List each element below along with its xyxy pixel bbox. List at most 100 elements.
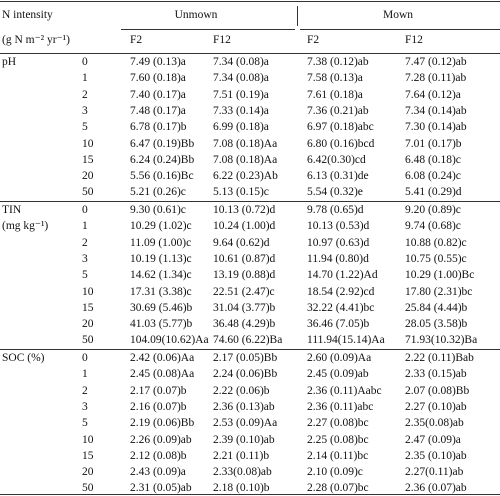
cell: 10.29 (1.02)c bbox=[130, 220, 192, 233]
cell: 7.28 (0.11)ab bbox=[405, 72, 467, 85]
column-header: F2 bbox=[307, 34, 320, 46]
cell: 6.80 (0.16)bcd bbox=[307, 137, 375, 150]
n-level: 20 bbox=[82, 466, 94, 479]
cell: 7.34 (0.14)ab bbox=[405, 104, 467, 117]
cell: 71.93(10.32)Ba bbox=[405, 334, 478, 347]
cell: 2.27 (0.10)ab bbox=[405, 400, 467, 413]
section-label: (mg kg⁻¹) bbox=[2, 220, 49, 233]
cell: 17.31 (3.38)c bbox=[130, 285, 192, 298]
cell: 6.47 (0.19)Bb bbox=[130, 137, 195, 150]
cell: 5.13 (0.15)c bbox=[213, 186, 269, 199]
cell: 9.78 (0.65)d bbox=[307, 204, 364, 216]
cell: 9.20 (0.89)c bbox=[405, 204, 461, 216]
cell: 10.24 (1.00)d bbox=[213, 220, 276, 233]
cell: 2.19 (0.06)Bb bbox=[130, 417, 195, 430]
cell: 2.33 (0.15)ab bbox=[405, 368, 467, 381]
cell: 31.04 (3.77)b bbox=[213, 301, 276, 314]
cell: 2.33(0.08)ab bbox=[213, 466, 272, 479]
cell: 2.60 (0.09)Aa bbox=[307, 352, 372, 364]
n-level: 10 bbox=[82, 137, 94, 150]
rule bbox=[121, 29, 295, 30]
cell: 5.54 (0.32)e bbox=[307, 186, 363, 199]
cell: 9.74 (0.68)c bbox=[405, 220, 461, 233]
cell: 7.60 (0.18)a bbox=[130, 72, 186, 85]
cell: 32.22 (4.41)bc bbox=[307, 301, 375, 314]
cell: 7.38 (0.12)ab bbox=[307, 56, 369, 68]
cell: 7.49 (0.13)a bbox=[130, 56, 186, 68]
cell: 10.61 (0.87)d bbox=[213, 252, 276, 265]
group-header: Unmown bbox=[174, 9, 218, 21]
cell: 7.40 (0.17)a bbox=[130, 88, 186, 101]
cell: 7.36 (0.21)ab bbox=[307, 104, 369, 117]
n-level: 1 bbox=[82, 72, 88, 85]
n-level: 1 bbox=[82, 220, 88, 233]
cell: 2.25 (0.08)bc bbox=[307, 433, 369, 446]
cell: 22.51 (2.47)c bbox=[213, 285, 275, 298]
column-header: F12 bbox=[405, 34, 423, 46]
cell: 11.09 (1.00)c bbox=[130, 236, 192, 249]
cell: 2.36 (0.13)ab bbox=[213, 400, 275, 413]
cell: 2.07 (0.08)Bb bbox=[405, 384, 470, 397]
cell: 9.30 (0.61)c bbox=[130, 204, 186, 216]
n-level: 1 bbox=[82, 368, 88, 381]
cell: 11.94 (0.80)d bbox=[307, 252, 369, 265]
cell: 104.09(10.62)Aa bbox=[130, 334, 209, 347]
cell: 14.70 (1.22)Ad bbox=[307, 269, 378, 282]
cell: 13.19 (0.88)d bbox=[213, 269, 276, 282]
cell: 2.17 (0.05)Bb bbox=[213, 352, 278, 364]
cell: 10.29 (1.00)Bc bbox=[405, 269, 475, 282]
cell: 2.47 (0.09)a bbox=[405, 433, 461, 446]
cell: 10.97 (0.63)d bbox=[307, 236, 370, 249]
cell: 7.33 (0.14)a bbox=[213, 104, 269, 117]
cell: 18.54 (2.92)cd bbox=[307, 285, 375, 298]
rule bbox=[0, 349, 500, 350]
cell: 25.84 (4.44)b bbox=[405, 301, 468, 314]
n-level: 50 bbox=[82, 334, 94, 347]
cell: 7.51 (0.19)a bbox=[213, 88, 269, 101]
cell: 7.34 (0.08)a bbox=[213, 56, 269, 68]
cell: 2.39 (0.10)ab bbox=[213, 433, 275, 446]
cell: 2.35(0.08)ab bbox=[405, 417, 464, 430]
n-level: 15 bbox=[82, 301, 94, 314]
cell: 2.27(0.11)ab bbox=[405, 466, 464, 479]
cell: 6.24 (0.24)Bb bbox=[130, 153, 195, 166]
cell: 17.80 (2.31)bc bbox=[405, 285, 473, 298]
cell: 7.08 (0.18)Aa bbox=[213, 137, 278, 150]
n-level: 5 bbox=[82, 417, 88, 430]
cell: 2.36 (0.11)Aabc bbox=[307, 384, 382, 397]
cell: 2.42 (0.06)Aa bbox=[130, 352, 195, 364]
cell: 2.12 (0.08)b bbox=[130, 449, 187, 462]
n-level: 15 bbox=[82, 449, 94, 462]
cell: 74.60 (6.22)Ba bbox=[213, 334, 283, 347]
n-level: 2 bbox=[82, 236, 88, 249]
n-level: 3 bbox=[82, 252, 88, 265]
cell: 6.42(0.30)cd bbox=[307, 153, 366, 166]
cell: 14.62 (1.34)c bbox=[130, 269, 192, 282]
cell: 5.41 (0.29)d bbox=[405, 186, 462, 199]
cell: 36.48 (4.29)b bbox=[213, 318, 276, 331]
cell: 6.99 (0.18)a bbox=[213, 121, 269, 134]
divider bbox=[297, 6, 298, 26]
cell: 2.21 (0.11)b bbox=[213, 449, 270, 462]
cell: 7.64 (0.12)a bbox=[405, 88, 461, 101]
cell: 2.14 (0.11)bc bbox=[307, 449, 369, 462]
group-header: Mown bbox=[382, 9, 414, 21]
cell: 2.31 (0.05)ab bbox=[130, 482, 192, 495]
cell: 10.88 (0.82)c bbox=[405, 236, 467, 249]
cell: 2.16 (0.07)b bbox=[130, 400, 187, 413]
cell: 6.22 (0.23)Ab bbox=[213, 170, 278, 183]
cell: 9.64 (0.62)d bbox=[213, 236, 270, 249]
cell: 2.53 (0.09)Aa bbox=[213, 417, 278, 430]
cell: 6.78 (0.17)b bbox=[130, 121, 187, 134]
n-level: 0 bbox=[82, 56, 88, 68]
cell: 10.13 (0.72)d bbox=[213, 204, 276, 216]
cell: 7.58 (0.13)a bbox=[307, 72, 363, 85]
column-header: F12 bbox=[213, 34, 231, 46]
section-label: SOC (%) bbox=[2, 352, 45, 364]
cell: 6.08 (0.24)c bbox=[405, 170, 461, 183]
cell: 2.35 (0.10)ab bbox=[405, 449, 467, 462]
cell: 7.61 (0.18)a bbox=[307, 88, 363, 101]
cell: 6.13 (0.31)de bbox=[307, 170, 369, 183]
rule bbox=[0, 53, 500, 54]
column-header: F2 bbox=[130, 34, 143, 46]
